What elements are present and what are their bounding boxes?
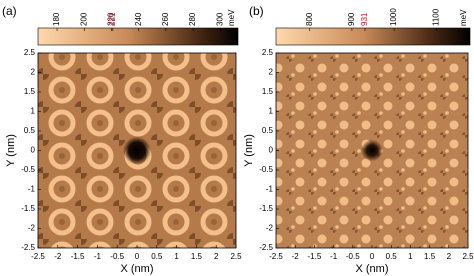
colorbar-tick-label: 280 xyxy=(188,12,197,26)
y-tick-label: -1.5 xyxy=(21,204,35,213)
x-tick-label: 2 xyxy=(447,252,452,261)
y-tick-label: -2.5 xyxy=(21,243,35,252)
y-tick-label: 2.5 xyxy=(24,48,36,57)
x-tick-label: 2.5 xyxy=(230,252,242,261)
colorbar-tick-label: 220 xyxy=(107,12,116,26)
colorbar-unit: meV xyxy=(227,9,236,26)
x-tick-label: -0.5 xyxy=(346,252,360,261)
colorbar-tick-label: 900 xyxy=(347,12,356,26)
x-tick-label: 1 xyxy=(408,252,413,261)
y-tick-label: 2.5 xyxy=(262,48,274,57)
y-tick-label: 1 xyxy=(31,107,36,116)
x-tick-label: -2.5 xyxy=(269,252,283,261)
y-tick-label: -1 xyxy=(28,185,36,194)
y-tick-label: 1.5 xyxy=(262,87,274,96)
colorbar-tick-label: 240 xyxy=(134,12,143,26)
panel-label: (b) xyxy=(249,4,264,18)
x-tick-label: 1.5 xyxy=(191,252,203,261)
y-axis-label: Y (nm) xyxy=(243,134,255,167)
heatmap-center xyxy=(123,136,151,165)
y-tick-label: 2 xyxy=(269,68,274,77)
y-tick-label: 1 xyxy=(269,107,274,116)
colorbar-tick-label: 221 xyxy=(108,12,117,26)
x-axis-label: X (nm) xyxy=(121,263,154,275)
x-tick-label: -1 xyxy=(94,252,102,261)
colorbar-tick-label: 200 xyxy=(79,12,88,26)
x-tick-label: 0 xyxy=(370,252,375,261)
x-tick-label: 0 xyxy=(135,252,140,261)
colorbar-tick-label: 931 xyxy=(360,12,369,26)
y-axis-label: Y (nm) xyxy=(5,134,17,167)
colorbar xyxy=(275,27,471,46)
y-tick-label: -1 xyxy=(266,185,274,194)
colorbar-tick-label: 260 xyxy=(161,12,170,26)
colorbar-unit: meV xyxy=(459,9,468,26)
x-tick-label: -1.5 xyxy=(71,252,85,261)
x-tick-label: -0.5 xyxy=(110,252,124,261)
x-tick-label: -2 xyxy=(292,252,300,261)
x-tick-label: 0.5 xyxy=(151,252,163,261)
x-tick-label: -2 xyxy=(54,252,62,261)
x-tick-label: 0.5 xyxy=(386,252,398,261)
x-tick-label: 1.5 xyxy=(424,252,436,261)
y-tick-label: 2 xyxy=(31,68,36,77)
colorbar-tick-label: 800 xyxy=(305,12,314,26)
x-tick-label: 2.5 xyxy=(462,252,474,261)
y-tick-label: -0.5 xyxy=(21,165,35,174)
colorbar-tick-label: 1000 xyxy=(389,8,398,26)
heatmap-center xyxy=(361,139,383,162)
panel-label: (a) xyxy=(2,4,17,18)
y-tick-label: 0.5 xyxy=(24,126,36,135)
colorbar-tick-label: 1100 xyxy=(431,8,440,26)
y-tick-label: -1.5 xyxy=(259,204,273,213)
colorbar xyxy=(37,27,239,46)
y-tick-label: -2.5 xyxy=(259,243,273,252)
y-tick-label: -0.5 xyxy=(259,165,273,174)
x-tick-label: -2.5 xyxy=(31,252,45,261)
y-tick-label: 0 xyxy=(31,146,36,155)
x-tick-label: 2 xyxy=(214,252,219,261)
colorbar-tick-label: 180 xyxy=(52,12,61,26)
y-tick-label: 0.5 xyxy=(262,126,274,135)
y-tick-label: -2 xyxy=(28,224,36,233)
y-tick-label: -2 xyxy=(266,224,274,233)
x-axis-label: X (nm) xyxy=(356,263,389,275)
y-tick-label: 1.5 xyxy=(24,87,36,96)
y-tick-label: 0 xyxy=(269,146,274,155)
x-tick-label: -1.5 xyxy=(308,252,322,261)
x-tick-label: -1 xyxy=(330,252,338,261)
colorbar-tick-label: 300 xyxy=(215,12,224,26)
x-tick-label: 1 xyxy=(174,252,179,261)
